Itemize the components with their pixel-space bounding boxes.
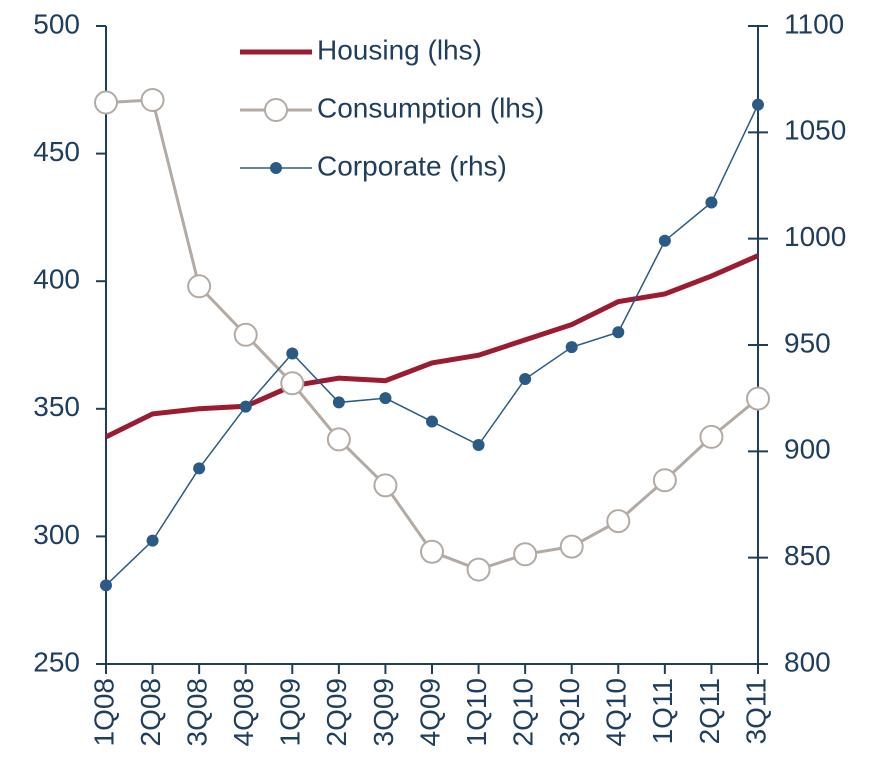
legend-label: Corporate (rhs) (317, 150, 507, 181)
point (699, 424, 724, 449)
y2-tick-label: 1050 (784, 115, 846, 146)
legend-label: Housing (lhs) (317, 34, 482, 65)
y-tick-label: 400 (33, 264, 80, 295)
point (612, 326, 625, 339)
legend-marker (270, 162, 282, 174)
x-tick-label: 2Q08 (135, 678, 166, 747)
point (565, 341, 578, 354)
point (94, 90, 118, 115)
x-tick-label: 3Q08 (182, 678, 213, 747)
point (373, 473, 398, 498)
point (606, 509, 631, 534)
point (280, 371, 305, 396)
point (658, 234, 671, 247)
point (193, 462, 206, 475)
point (652, 468, 677, 493)
x-tick-label: 2Q11 (694, 678, 725, 744)
x-tick-label: 1Q10 (461, 678, 492, 747)
y2-tick-label: 950 (784, 327, 831, 358)
y-tick-label: 250 (33, 646, 80, 677)
point (519, 373, 532, 386)
point (332, 396, 345, 409)
x-tick-label: 3Q10 (554, 678, 585, 747)
point (513, 542, 538, 567)
y-tick-label: 450 (33, 136, 80, 167)
legend-marker (264, 98, 288, 122)
point (746, 386, 770, 411)
x-tick-label: 4Q10 (601, 678, 632, 747)
y2-tick-label: 1000 (784, 221, 846, 252)
point (187, 274, 212, 299)
point (140, 88, 165, 113)
point (466, 557, 491, 582)
point (239, 400, 252, 413)
y2-tick-label: 800 (784, 646, 831, 677)
point (426, 415, 438, 428)
y2-tick-label: 850 (784, 540, 831, 571)
point (379, 392, 392, 405)
point (100, 579, 112, 592)
point (233, 322, 258, 347)
point (146, 534, 159, 547)
point (326, 427, 351, 452)
x-tick-label: 1Q08 (88, 678, 119, 747)
point (420, 539, 444, 564)
point (705, 196, 718, 209)
y-tick-label: 500 (33, 8, 80, 39)
y-tick-label: 300 (33, 519, 80, 550)
x-tick-label: 2Q10 (508, 678, 539, 747)
x-tick-label: 4Q08 (228, 678, 259, 747)
y2-tick-label: 900 (784, 434, 831, 465)
x-tick-label: 1Q09 (275, 678, 306, 747)
point (472, 438, 485, 451)
point (559, 534, 584, 559)
point (752, 98, 764, 111)
x-tick-label: 3Q11 (740, 678, 771, 744)
point (286, 347, 299, 360)
x-tick-label: 3Q09 (368, 678, 399, 747)
y-tick-label: 350 (33, 391, 80, 422)
x-tick-label: 2Q09 (321, 678, 352, 747)
x-tick-label: 4Q09 (414, 678, 445, 747)
y2-tick-label: 1100 (784, 8, 844, 39)
legend-label: Consumption (lhs) (317, 92, 544, 123)
series-line (104, 253, 760, 440)
x-tick-label: 1Q11 (647, 678, 678, 744)
